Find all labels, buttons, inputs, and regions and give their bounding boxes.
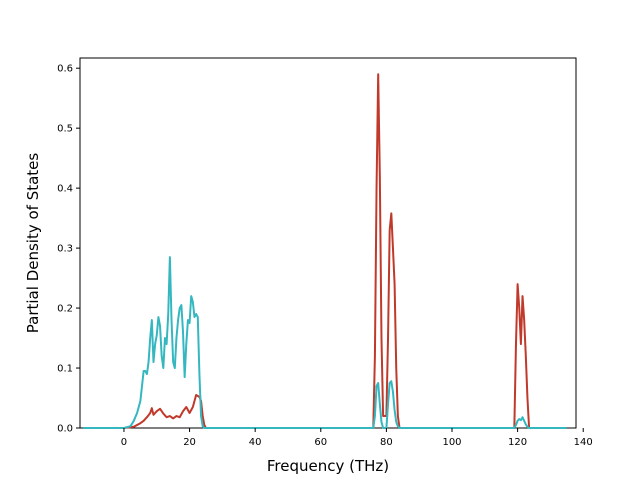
x-tick-label: 0 — [121, 437, 127, 448]
x-tick-label: 80 — [380, 437, 393, 448]
plot-frame — [79, 57, 577, 429]
x-axis-title: Frequency (THz) — [267, 457, 389, 475]
x-tick-label: 100 — [442, 437, 461, 448]
y-tick-label: 0.4 — [57, 184, 73, 195]
x-tick-label: 140 — [574, 437, 593, 448]
y-tick-label: 0.2 — [57, 304, 73, 315]
y-tick-label: 0.5 — [57, 124, 73, 135]
y-tick-label: 0.0 — [57, 424, 73, 435]
x-tick-label: 120 — [508, 437, 527, 448]
y-tick-label: 0.1 — [57, 364, 73, 375]
y-axis-title: Partial Density of States — [24, 153, 42, 334]
x-axis-ticks: 0 20 40 60 80 100 120 140 — [121, 428, 593, 448]
y-tick-label: 0.6 — [57, 64, 73, 75]
y-axis-ticks: 0.0 0.1 0.2 0.3 0.4 0.5 0.6 — [57, 64, 80, 435]
series-line-2 — [82, 256, 567, 429]
plot-area — [79, 57, 577, 429]
y-tick-label: 0.3 — [57, 244, 73, 255]
x-tick-label: 20 — [183, 437, 196, 448]
x-tick-label: 40 — [249, 437, 262, 448]
x-tick-label: 60 — [314, 437, 327, 448]
series-layer — [82, 73, 567, 429]
